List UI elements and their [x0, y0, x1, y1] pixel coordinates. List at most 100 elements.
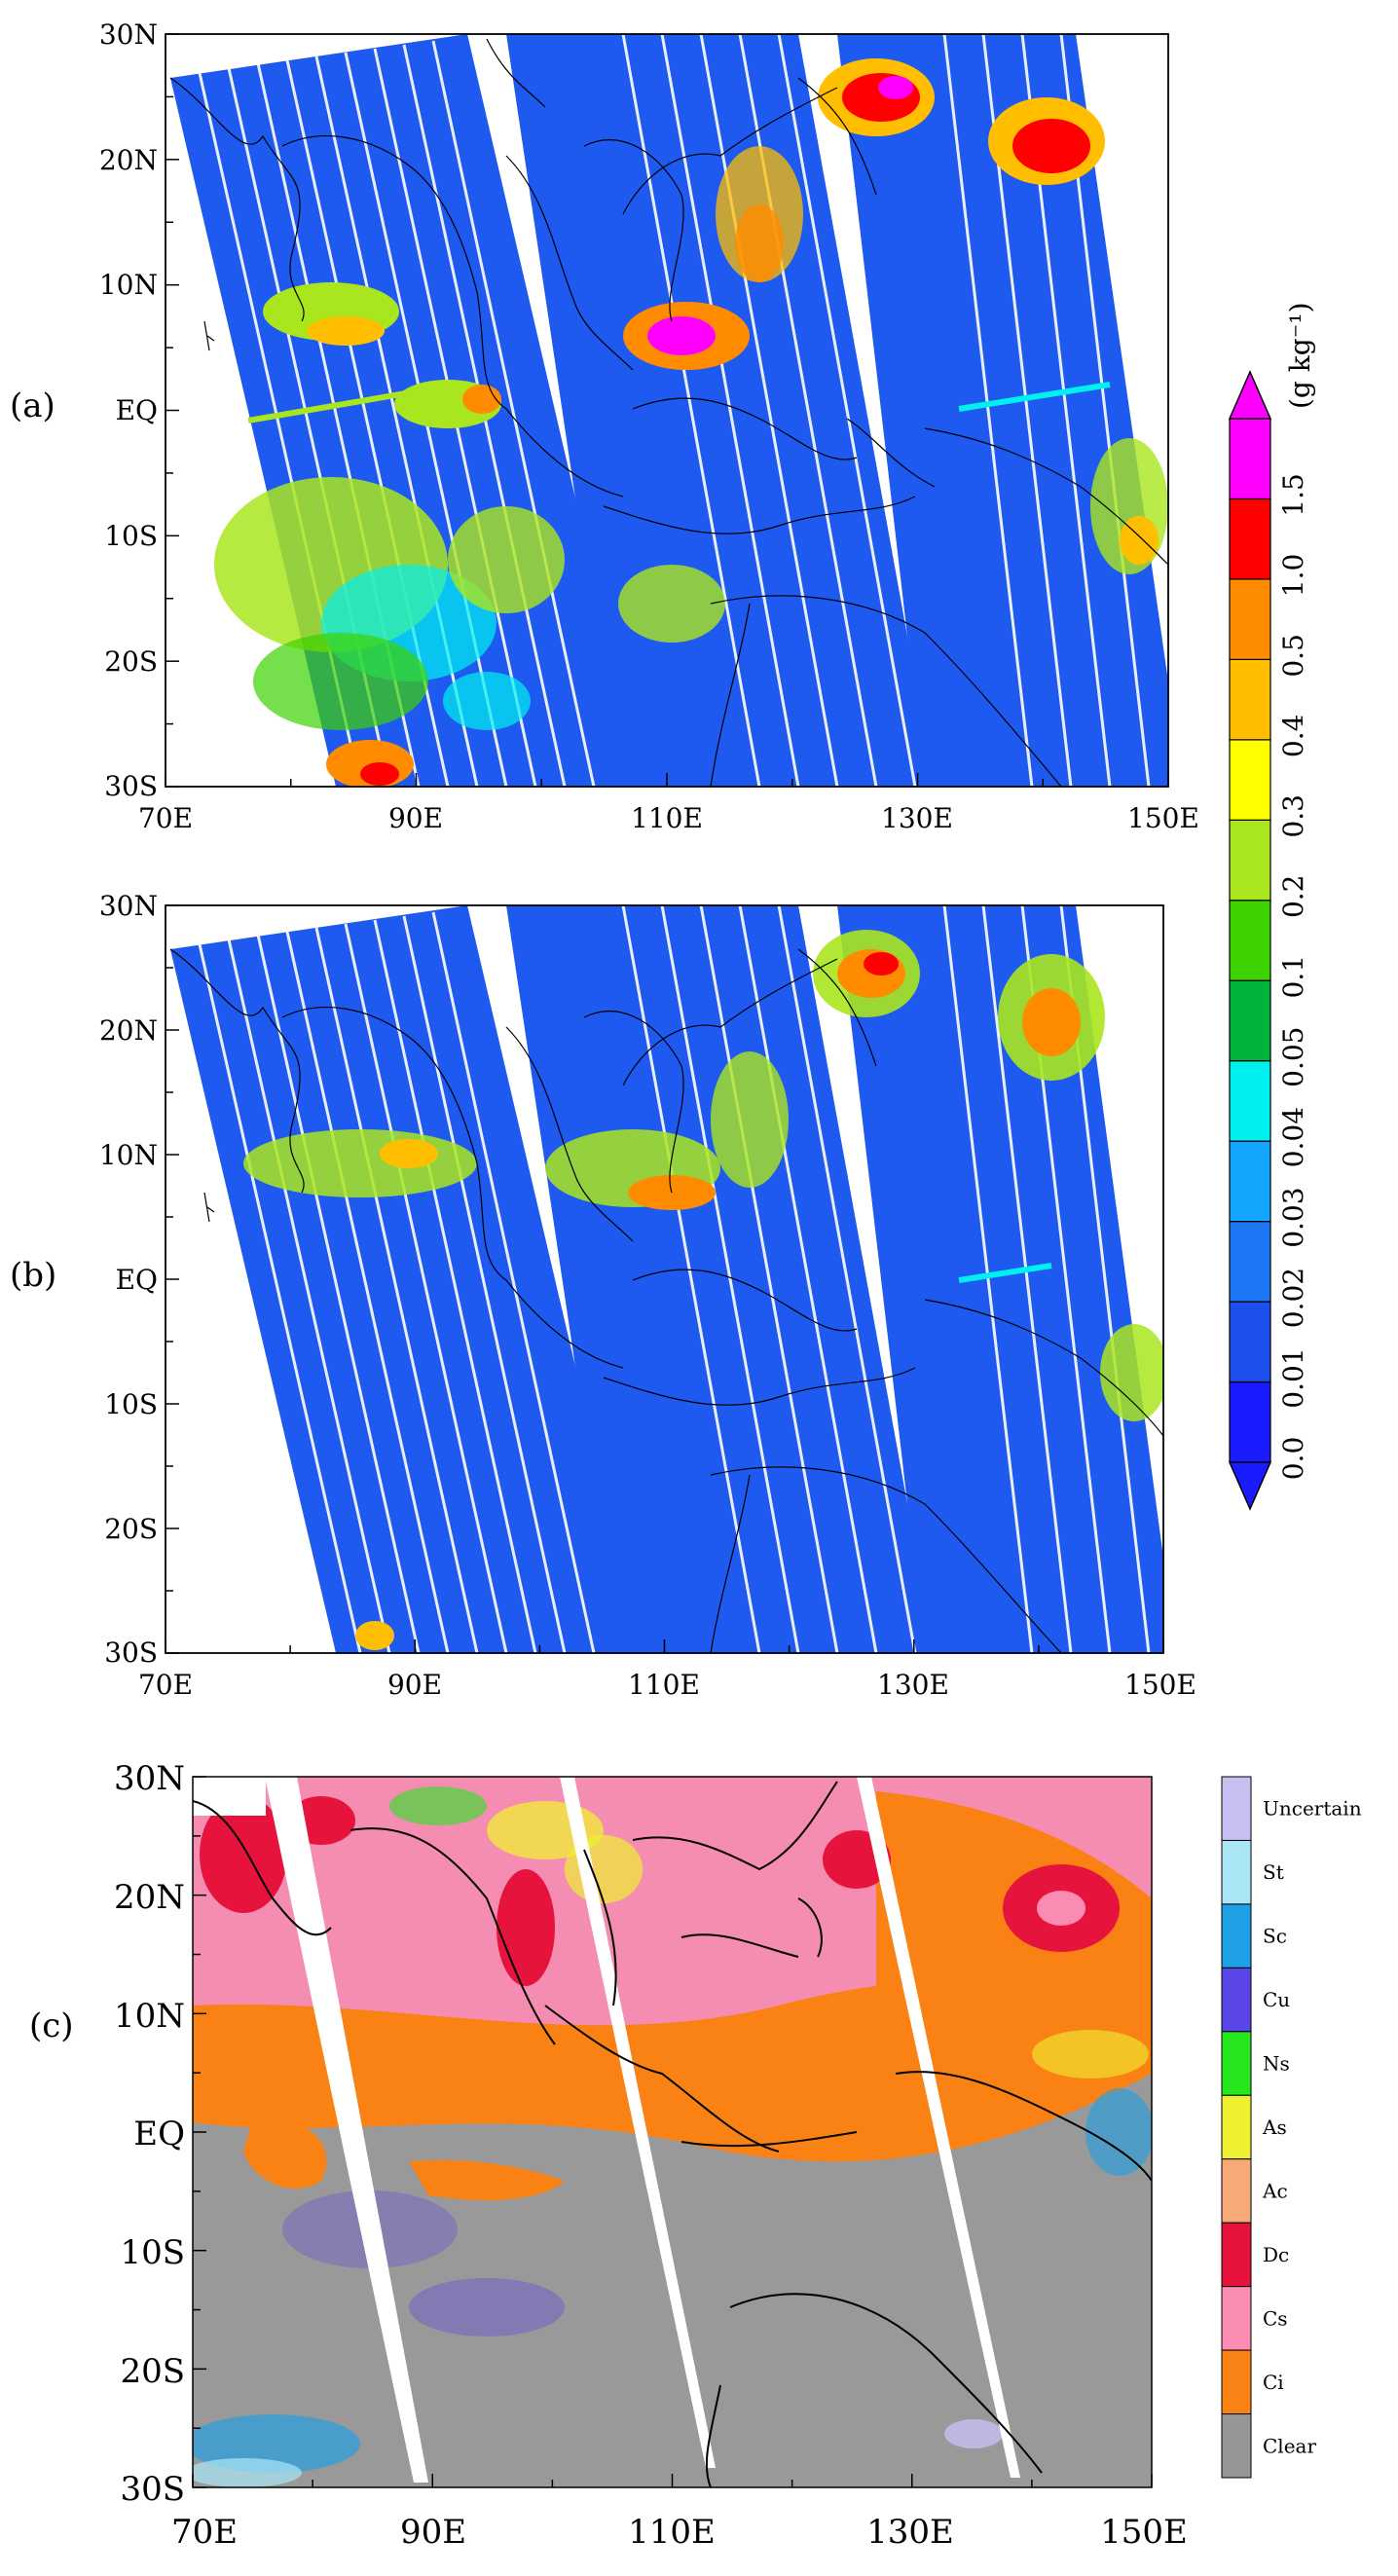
- lat-label: EQ: [133, 2115, 185, 2153]
- lat-label: 20N: [114, 1878, 185, 1917]
- colorbar-box: [1229, 578, 1271, 660]
- legend-swatch: [1221, 1776, 1252, 1841]
- swath-3: [837, 34, 1168, 787]
- colorbar-box: [1229, 658, 1271, 741]
- orbit-gap-1: [265, 1777, 428, 2483]
- colorbar-tick-label: 0.3: [1277, 794, 1309, 838]
- colorbar-tick-label: 0.04: [1277, 1107, 1309, 1167]
- swath-2: [506, 34, 935, 787]
- legend-label: Cu: [1263, 1988, 1290, 2011]
- colorbar-tick-label: 0.0: [1277, 1437, 1309, 1481]
- colorbar-box: [1229, 739, 1271, 821]
- legend-label: Ac: [1262, 2179, 1288, 2202]
- coastlines: [169, 948, 1163, 1653]
- colorbar-tick-label: 1.0: [1277, 554, 1309, 598]
- legend-label: Cs: [1263, 2306, 1288, 2330]
- colorbar-box: [1229, 1380, 1271, 1463]
- colorbar-tick-label: 0.05: [1277, 1027, 1309, 1087]
- colorbar-tick-label: 0.1: [1277, 955, 1309, 999]
- colorbar-box: [1229, 1140, 1271, 1223]
- legend-swatch: [1221, 2094, 1252, 2160]
- lat-label: 30S: [104, 770, 158, 802]
- legend-label: Sc: [1263, 1925, 1287, 1948]
- lat-label: 10S: [104, 1388, 158, 1420]
- legend-swatch: [1221, 2413, 1252, 2479]
- lat-label: 30S: [120, 2470, 185, 2509]
- colorbar-box: [1229, 979, 1271, 1062]
- panel-c-lon-labels: 70E 90E 110E 130E 150E: [171, 2513, 1188, 2552]
- lon-label: 150E: [1100, 2513, 1188, 2552]
- colorbar: 0.0 0.01 0.02 0.03 0.04 0.05 0.1 0.2 0.3 0.4 0.5 1.…: [1228, 302, 1316, 1511]
- coastlines: [169, 38, 1168, 787]
- cloud-type-legend-boxes: [1221, 1776, 1252, 2479]
- legend-label: Uncertain: [1263, 1797, 1362, 1821]
- colorbar-top-arrow: [1228, 370, 1272, 420]
- colorbar-bottom-arrow: [1228, 1461, 1272, 1511]
- colorbar-box: [1229, 418, 1271, 500]
- legend-label: Ci: [1263, 2371, 1284, 2394]
- coastlines: [193, 1781, 1152, 2487]
- lon-label: 70E: [138, 802, 193, 834]
- colorbar-box: [1229, 1301, 1271, 1383]
- lat-label: EQ: [116, 1264, 158, 1296]
- lat-label: 10N: [99, 269, 158, 301]
- panel-c-lat-labels: 30N 20N 10N EQ 10S 20S 30S: [114, 1759, 185, 2509]
- orbit-gap-2: [560, 1777, 716, 2468]
- lon-label: 110E: [628, 1669, 700, 1701]
- lon-label: 130E: [866, 2513, 954, 2552]
- lat-label: 10S: [120, 2233, 185, 2272]
- legend-swatch: [1221, 1839, 1252, 1905]
- legend-swatch: [1221, 2031, 1252, 2096]
- panel-c-ticks: [192, 1776, 1153, 2488]
- colorbar-box: [1229, 819, 1271, 902]
- colorbar-tick-label: 0.03: [1277, 1187, 1309, 1247]
- cloud-water-features: [243, 930, 1163, 1650]
- legend-label: Ns: [1263, 2052, 1290, 2076]
- panel-b-ticks: [165, 904, 1164, 1654]
- colorbar-unit: (g kg⁻¹): [1284, 302, 1316, 409]
- top-left-gap: [193, 1777, 266, 1816]
- lon-label: 70E: [171, 2513, 238, 2552]
- colorbar-box: [1229, 1221, 1271, 1303]
- colorbar-tick-label: 0.01: [1277, 1347, 1309, 1408]
- panel-a-lon-labels: 70E 90E 110E 130E 150E: [138, 802, 1199, 834]
- panel-a-label: (a): [10, 386, 55, 425]
- legend-label: Clear: [1263, 2434, 1316, 2457]
- lon-label: 110E: [628, 2513, 716, 2552]
- legend-swatch: [1221, 1967, 1252, 2033]
- lat-label: 30S: [104, 1637, 158, 1669]
- panel-b-label: (b): [10, 1256, 56, 1295]
- panel-a-lat-labels: 30N 20N 10N EQ 10S 20S 30S: [99, 18, 158, 802]
- colorbar-tick-label: 0.02: [1277, 1268, 1309, 1328]
- colorbar-tick-label: 0.2: [1277, 875, 1309, 919]
- colorbar-tick-label: 0.4: [1277, 715, 1309, 758]
- orbit-gap-3: [857, 1777, 1020, 2478]
- panel-b-lat-labels: 30N 20N 10N EQ 10S 20S 30S: [99, 890, 158, 1669]
- panel-a-ticks: [165, 33, 1169, 788]
- lat-label: 10N: [114, 1997, 185, 2036]
- lat-label: 20S: [120, 2352, 185, 2391]
- lat-label: EQ: [116, 394, 158, 426]
- lon-label: 130E: [881, 802, 953, 834]
- panel-c: (c) 30N 20N 10N EQ 10S 20S 30S 70E 90E 1…: [29, 1759, 1188, 2552]
- lon-label: 70E: [138, 1669, 193, 1701]
- lon-label: 90E: [400, 2513, 466, 2552]
- lon-label: 90E: [387, 1669, 442, 1701]
- lon-label: 130E: [877, 1669, 949, 1701]
- lat-label: 20N: [99, 144, 158, 176]
- lat-label: 30N: [99, 18, 158, 51]
- legend-swatch: [1221, 1903, 1252, 1969]
- lon-label: 110E: [631, 802, 703, 834]
- lat-label: 20S: [104, 1513, 158, 1545]
- lat-label: 30N: [114, 1759, 185, 1798]
- swath-2: [506, 905, 935, 1653]
- cloud-type-legend: Uncertain St Sc Cu Ns As Ac Dc Cs Ci Clear: [1221, 1776, 1362, 2479]
- panel-c-label: (c): [29, 2006, 74, 2045]
- colorbar-tick-label: 0.5: [1277, 634, 1309, 678]
- lon-label: 150E: [1127, 802, 1199, 834]
- colorbar-tick-labels: 0.0 0.01 0.02 0.03 0.04 0.05 0.1 0.2 0.3 0.4 0.5 1.…: [1277, 473, 1309, 1480]
- legend-label: St: [1263, 1860, 1284, 1884]
- panel-b: (b) 30N 20N 10N EQ 10S 20S 30S 70E 90E 1…: [10, 890, 1196, 1701]
- colorbar-box: [1229, 900, 1271, 981]
